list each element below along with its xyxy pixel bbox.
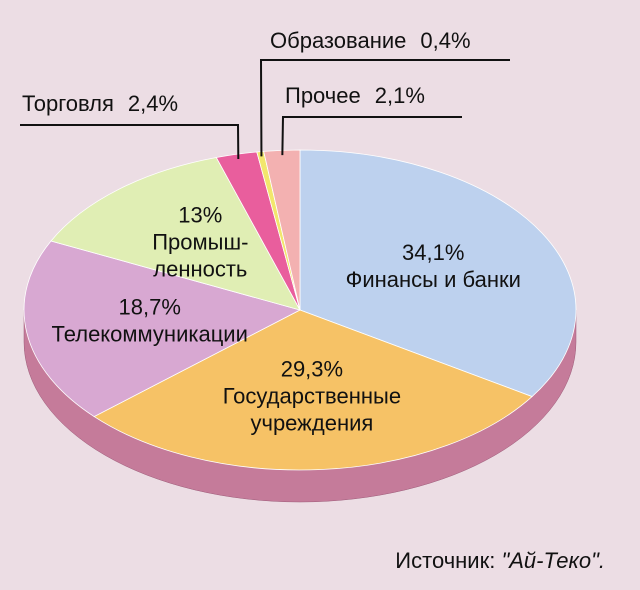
- value-label: 0,4%: [420, 28, 470, 53]
- source-name: "Ай-Теко".: [501, 548, 605, 573]
- category-label: Прочее: [285, 83, 361, 108]
- pie-slice: [299, 149, 577, 398]
- category-label: Финансы и банки: [346, 267, 521, 292]
- leader-line: [259, 59, 510, 157]
- value-label: 18,7%: [119, 295, 181, 320]
- category-label: Образование: [270, 28, 406, 53]
- category-label: Телекоммуникации: [52, 322, 248, 347]
- source-label: Источник:: [395, 548, 495, 573]
- value-label: 34,1%: [402, 240, 464, 265]
- category-label: Промыш-: [152, 229, 248, 254]
- slice-label: Торговля 2,4%: [22, 91, 178, 116]
- category-label: ленность: [153, 256, 247, 281]
- slice-label: Образование 0,4%: [270, 28, 471, 53]
- category-label: Государственные: [223, 384, 401, 409]
- category-label: Торговля: [22, 91, 114, 116]
- pie-slice: [23, 240, 302, 418]
- pie-slice: [50, 157, 301, 311]
- slice-label: Прочее 2,1%: [285, 83, 425, 108]
- category-label: учреждения: [250, 411, 373, 436]
- value-label: 2,1%: [375, 83, 425, 108]
- leader-line: [20, 124, 240, 159]
- value-label: 29,3%: [281, 357, 343, 382]
- pie-slice: [93, 309, 533, 471]
- value-label: 2,4%: [128, 91, 178, 116]
- source: Источник: "Ай-Теко".: [395, 548, 605, 573]
- leader-line: [281, 116, 462, 156]
- value-label: 13%: [178, 202, 222, 227]
